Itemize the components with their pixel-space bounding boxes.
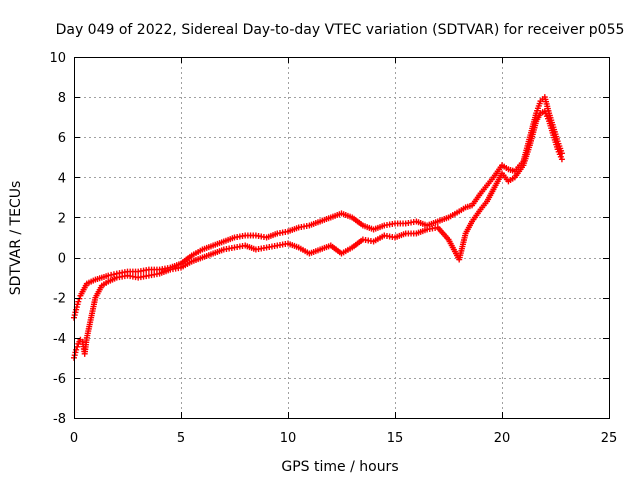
x-axis-ticks: 0 5 10 15 20 25 [70, 57, 617, 446]
data-point [558, 156, 565, 163]
y-tick-label: -6 [53, 372, 66, 387]
plot-frame [74, 57, 610, 419]
data-point [74, 343, 81, 350]
y-tick-label: -4 [53, 332, 66, 347]
x-tick-label: 0 [70, 431, 78, 446]
data-marks [71, 94, 565, 361]
y-axis-ticks: -8 -6 -4 -2 0 2 4 6 8 10 [49, 51, 609, 427]
y-tick-label: 6 [58, 131, 66, 146]
x-tick-label: 25 [601, 431, 618, 446]
x-axis-title: GPS time / hours [281, 459, 398, 475]
x-tick-label: 15 [387, 431, 404, 446]
y-tick-label: -8 [53, 412, 66, 427]
y-tick-label: -2 [53, 292, 66, 307]
chart-title: Day 049 of 2022, Sidereal Day-to-day VTE… [56, 22, 625, 38]
x-tick-label: 10 [280, 431, 297, 446]
y-tick-label: 10 [49, 51, 66, 66]
x-tick-label: 5 [177, 431, 185, 446]
y-tick-label: 2 [58, 211, 66, 226]
y-tick-label: 0 [58, 252, 66, 267]
y-tick-label: 4 [58, 171, 66, 186]
x-tick-label: 20 [494, 431, 511, 446]
data-point [75, 298, 82, 305]
grid-lines [74, 57, 609, 418]
y-axis-title: SDTVAR / TECUs [8, 181, 24, 296]
y-tick-label: 8 [58, 91, 66, 106]
